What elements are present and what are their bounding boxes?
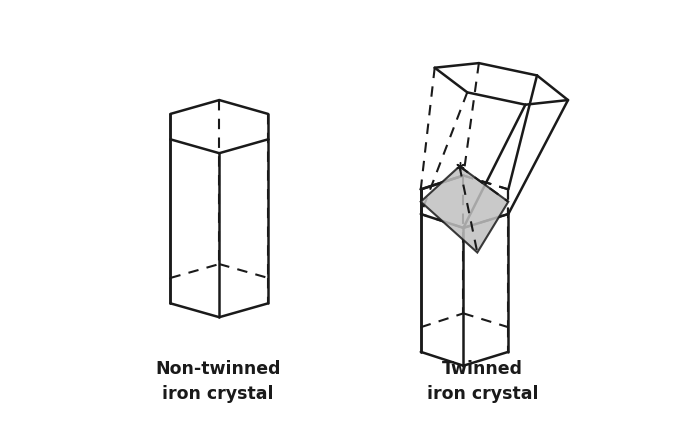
Text: Non-twinned
iron crystal: Non-twinned iron crystal (155, 360, 281, 403)
Text: Twinned
iron crystal: Twinned iron crystal (427, 360, 538, 403)
Polygon shape (421, 166, 508, 252)
